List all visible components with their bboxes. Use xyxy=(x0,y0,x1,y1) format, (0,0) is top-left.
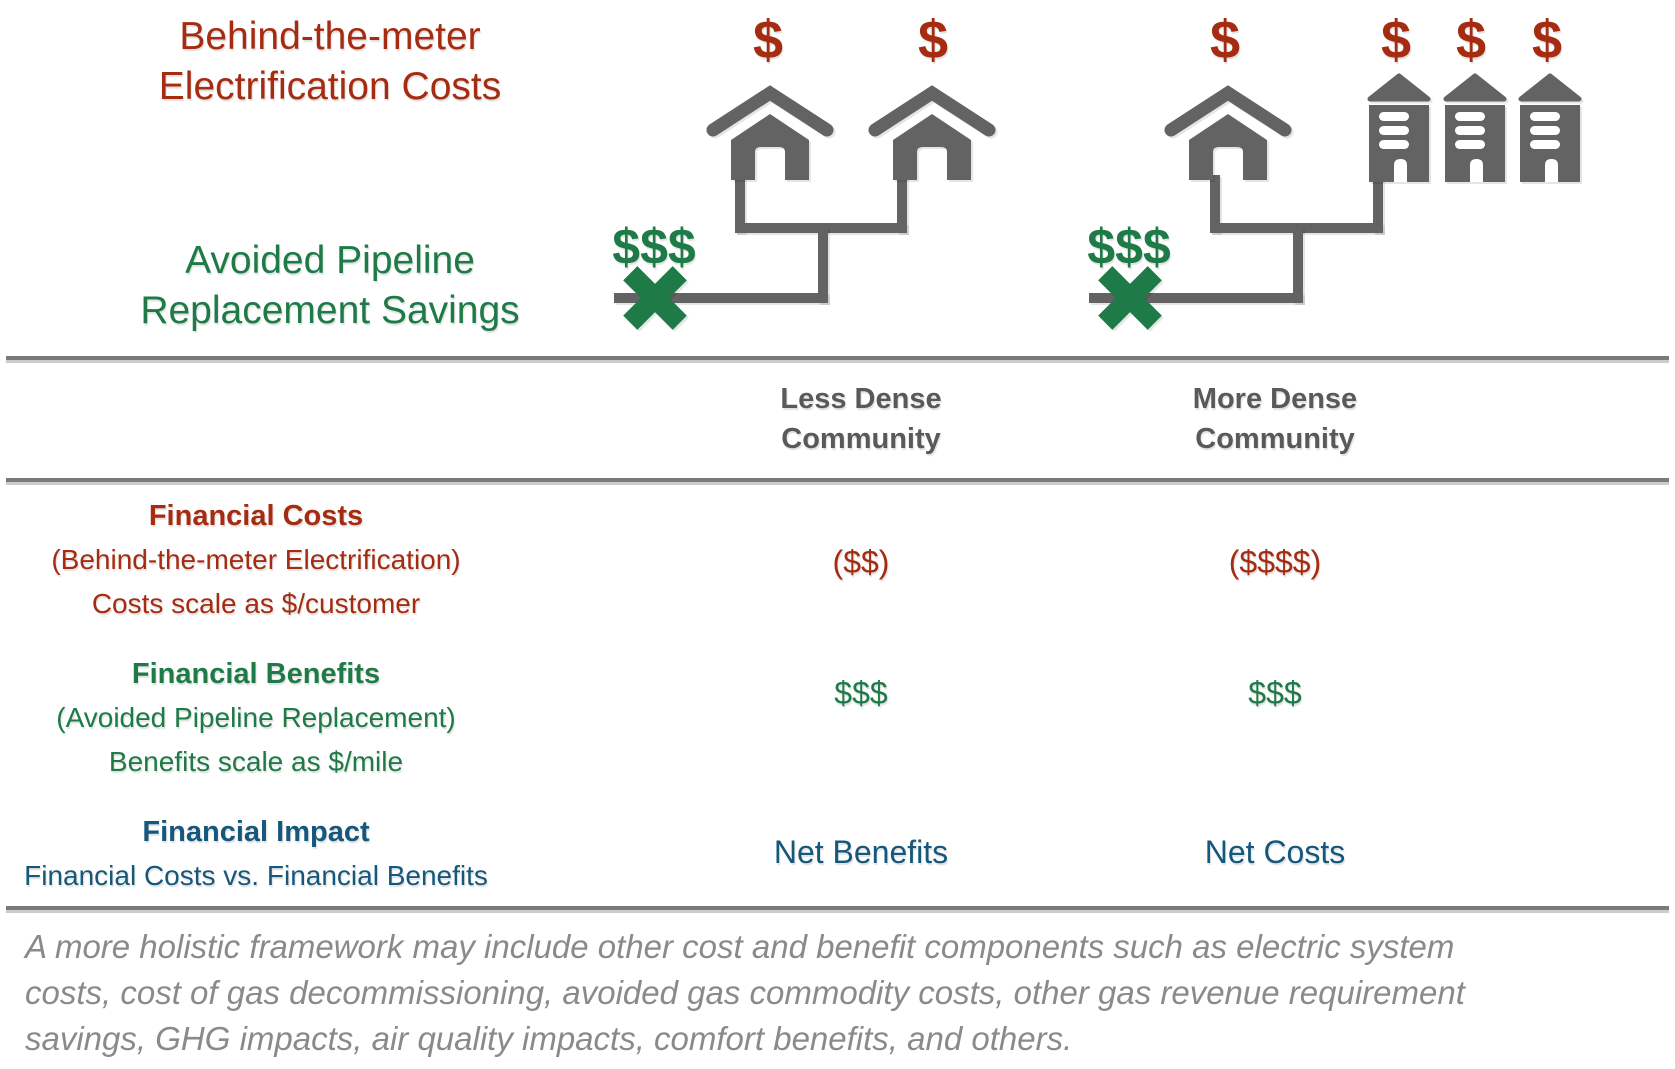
apartment-building-icon xyxy=(1518,71,1582,182)
apartment-building-icon xyxy=(1367,71,1431,182)
financial-costs-subtitle: (Behind-the-meter Electrification) xyxy=(51,544,461,575)
cell-financial-costs-less-dense: ($$) xyxy=(832,544,890,580)
gas-pipeline-segment xyxy=(1210,175,1220,233)
gas-pipeline-segment xyxy=(818,228,828,303)
pipeline-savings-label: Avoided Pipeline Replacement Savings xyxy=(60,236,600,336)
cost-dollar-symbol: $ xyxy=(1209,10,1241,70)
financial-impact-title: Financial Impact xyxy=(142,816,370,848)
column-header-more-dense-line1: More Dense xyxy=(1192,383,1358,415)
cost-dollar-symbol: $ xyxy=(1531,10,1563,70)
cost-dollar-symbol: $ xyxy=(752,10,784,70)
footnote-text: A more holistic framework may include ot… xyxy=(25,924,1655,1062)
column-header-less-dense-line2: Community xyxy=(781,423,941,455)
gas-pipeline-segment xyxy=(735,175,745,233)
pipeline-savings-label-line1: Avoided Pipeline xyxy=(185,239,475,282)
divider-line xyxy=(6,906,1669,910)
divider-line xyxy=(6,356,1669,360)
cell-financial-benefits-more-dense: $$$ xyxy=(1248,675,1302,711)
row-label-financial-benefits: Financial Benefits (Avoided Pipeline Rep… xyxy=(0,652,512,784)
cell-financial-impact-more-dense: Net Costs xyxy=(1204,834,1346,870)
gas-pipeline-main xyxy=(614,293,828,303)
gas-pipeline-main xyxy=(1089,293,1303,303)
x-mark-icon xyxy=(1093,261,1167,335)
house-icon xyxy=(868,84,996,182)
x-mark-icon xyxy=(618,261,692,335)
cost-dollar-symbol: $ xyxy=(1380,10,1412,70)
footnote-line3: savings, GHG impacts, air quality impact… xyxy=(25,1020,1073,1057)
financial-impact-subtitle: Financial Costs vs. Financial Benefits xyxy=(24,860,488,891)
cell-financial-impact-less-dense: Net Benefits xyxy=(773,834,949,870)
footnote-line1: A more holistic framework may include ot… xyxy=(25,928,1455,965)
cell-financial-benefits-less-dense: $$$ xyxy=(834,675,888,711)
gas-pipeline-segment xyxy=(897,175,907,233)
cell-financial-costs-more-dense: ($$$$) xyxy=(1228,544,1322,580)
financial-benefits-title: Financial Benefits xyxy=(131,658,381,690)
financial-costs-note: Costs scale as $/customer xyxy=(91,588,421,619)
electrification-costs-label-line2: Electrification Costs xyxy=(158,65,502,108)
financial-costs-title: Financial Costs xyxy=(148,500,364,532)
column-header-more-dense: More Dense Community xyxy=(1125,379,1425,459)
column-header-more-dense-line2: Community xyxy=(1195,423,1355,455)
financial-benefits-subtitle: (Avoided Pipeline Replacement) xyxy=(56,702,456,733)
divider-line xyxy=(6,478,1669,482)
cost-dollar-symbol: $ xyxy=(1455,10,1487,70)
house-icon xyxy=(706,84,834,182)
column-header-less-dense-line1: Less Dense xyxy=(780,383,942,415)
electrification-costs-label: Behind-the-meter Electrification Costs xyxy=(60,12,600,112)
footnote-line2: costs, cost of gas decommissioning, avoi… xyxy=(25,974,1465,1011)
cost-dollar-symbol: $ xyxy=(917,10,949,70)
electrification-costs-label-line1: Behind-the-meter xyxy=(179,15,481,58)
financial-benefits-note: Benefits scale as $/mile xyxy=(108,746,404,777)
row-label-financial-impact: Financial Impact Financial Costs vs. Fin… xyxy=(0,810,512,898)
row-label-financial-costs: Financial Costs (Behind-the-meter Electr… xyxy=(0,494,512,626)
gas-pipeline-segment xyxy=(1293,228,1303,303)
gas-pipeline-segment xyxy=(1373,175,1383,233)
house-icon xyxy=(1164,84,1292,182)
apartment-building-icon xyxy=(1443,71,1507,182)
pipeline-savings-label-line2: Replacement Savings xyxy=(140,289,520,332)
column-header-less-dense: Less Dense Community xyxy=(711,379,1011,459)
